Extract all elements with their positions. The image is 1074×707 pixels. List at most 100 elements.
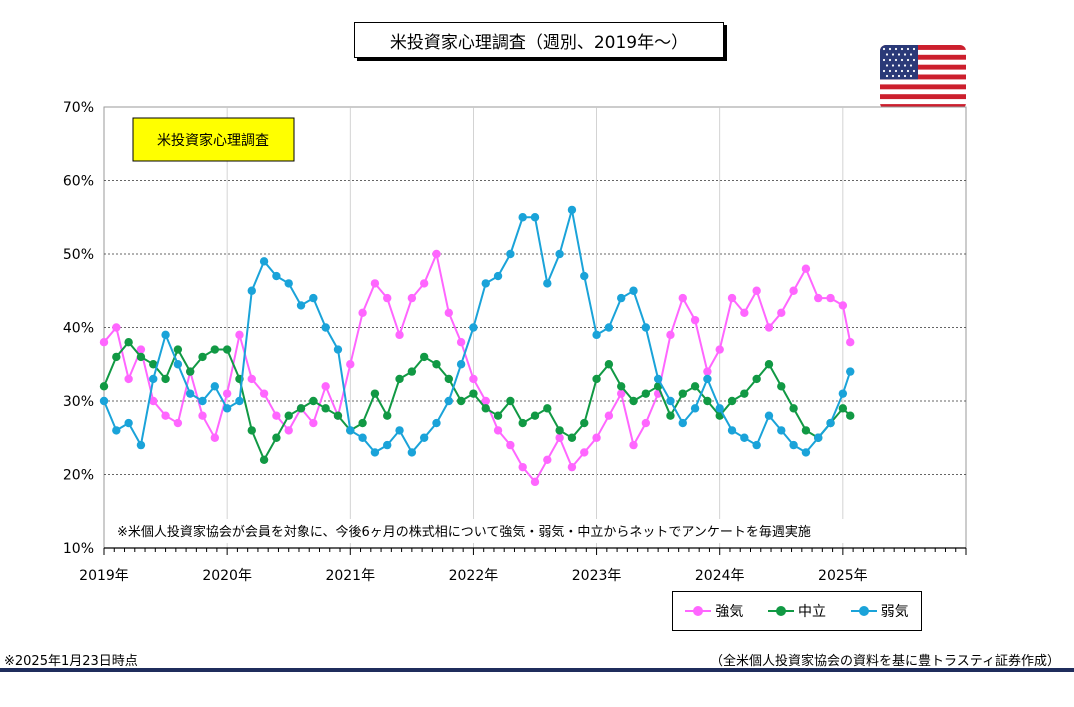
series-point-0 — [740, 308, 749, 317]
series-point-1 — [259, 455, 269, 464]
series-point-0 — [814, 293, 823, 303]
series-point-0 — [419, 279, 429, 288]
series-point-0 — [801, 264, 811, 273]
series-point-0 — [346, 360, 355, 369]
series-point-1 — [592, 374, 601, 384]
y-tick-label: 60% — [63, 174, 94, 190]
series-point-0 — [789, 286, 798, 295]
series-point-1 — [296, 404, 306, 413]
series-point-2 — [493, 271, 503, 281]
series-point-2 — [186, 389, 195, 398]
series-point-0 — [518, 462, 527, 472]
source-note: （全米個人投資家協会の資料を基に豊トラスティ証券作成） — [710, 654, 1060, 669]
series-point-1 — [358, 418, 367, 428]
series-point-1 — [617, 382, 626, 391]
series-point-1 — [506, 396, 515, 406]
series-layer — [99, 205, 855, 487]
series-point-1 — [469, 389, 478, 398]
series-point-1 — [198, 352, 207, 362]
series-point-0 — [604, 411, 614, 420]
legend-label-bull: 強気 — [715, 604, 744, 620]
series-point-1 — [740, 389, 749, 398]
series-point-1 — [777, 382, 786, 391]
series-point-2 — [629, 286, 638, 295]
series-point-2 — [383, 440, 392, 450]
as-of-note: ※2025年1月23日時点 — [4, 654, 138, 669]
series-point-1 — [580, 418, 589, 428]
series-point-0 — [493, 426, 503, 435]
series-point-1 — [456, 396, 466, 406]
series-point-1 — [493, 411, 503, 420]
series-point-2 — [99, 396, 109, 406]
series-point-0 — [222, 389, 232, 398]
series-point-1 — [543, 404, 552, 413]
series-point-0 — [506, 440, 515, 450]
series-point-2 — [210, 382, 220, 391]
series-point-2 — [518, 213, 527, 222]
legend-swatch-bull — [685, 605, 712, 617]
annotation: ※米個人投資家協会が会員を対象に、今後6ヶ月の株式相について強気・弱気・中立から… — [117, 524, 811, 540]
series-point-2 — [395, 426, 404, 435]
series-point-1 — [395, 374, 404, 384]
series-point-0 — [456, 338, 466, 347]
series-point-0 — [309, 418, 318, 428]
series-point-0 — [715, 345, 724, 354]
x-tick-label: 2020年 — [202, 568, 252, 584]
series-point-2 — [530, 213, 540, 222]
series-point-0 — [136, 345, 146, 354]
y-tick-label: 10% — [63, 541, 94, 557]
series-point-0 — [555, 433, 564, 442]
bottom-rule — [0, 668, 1074, 672]
series-point-0 — [198, 411, 207, 420]
label-layer: 10% 20% 30% 40% 50% 60% 70% 2019年 2020年 2021年 2022… — [63, 100, 872, 584]
series-point-0 — [826, 293, 835, 303]
series-point-2 — [764, 411, 774, 420]
series-point-0 — [173, 418, 183, 428]
series-point-0 — [124, 374, 133, 384]
series-point-2 — [419, 433, 429, 442]
series-point-1 — [321, 404, 330, 413]
series-point-2 — [309, 293, 318, 303]
series-point-1 — [530, 411, 540, 420]
series-point-1 — [99, 382, 109, 391]
series-point-1 — [173, 345, 183, 354]
series-point-2 — [370, 448, 380, 457]
series-point-0 — [383, 293, 392, 303]
series-point-2 — [247, 286, 256, 295]
chart-legend: 強気 中立 弱気 — [672, 591, 922, 631]
series-point-2 — [112, 426, 121, 435]
series-point-2 — [469, 323, 478, 332]
series-point-1 — [604, 360, 614, 369]
series-point-2 — [801, 448, 811, 457]
series-point-2 — [846, 367, 855, 376]
x-tick-label: 2021年 — [325, 568, 375, 584]
series-point-2 — [826, 418, 835, 428]
series-point-2 — [641, 323, 651, 332]
series-point-0 — [543, 455, 552, 464]
series-point-1 — [149, 360, 158, 369]
x-tick-label: 2024年 — [695, 568, 745, 584]
series-point-0 — [149, 396, 158, 406]
series-point-2 — [838, 389, 848, 398]
series-point-2 — [580, 271, 589, 281]
series-point-2 — [149, 374, 158, 384]
series-point-1 — [222, 345, 232, 354]
series-point-1 — [703, 396, 712, 406]
series-point-0 — [272, 411, 281, 420]
series-point-0 — [99, 338, 109, 347]
series-point-2 — [136, 440, 146, 450]
y-tick-label: 30% — [63, 394, 94, 410]
series-point-1 — [690, 382, 700, 391]
series-point-1 — [666, 411, 675, 420]
series-point-0 — [641, 418, 651, 428]
series-point-0 — [358, 308, 367, 317]
series-point-0 — [592, 433, 601, 442]
series-point-1 — [419, 352, 429, 362]
series-point-1 — [444, 374, 453, 384]
series-point-2 — [272, 271, 281, 281]
axis-layer — [103, 547, 967, 555]
series-point-2 — [678, 418, 687, 428]
series-point-1 — [518, 418, 527, 428]
series-point-0 — [567, 462, 577, 472]
series-point-2 — [604, 323, 614, 332]
